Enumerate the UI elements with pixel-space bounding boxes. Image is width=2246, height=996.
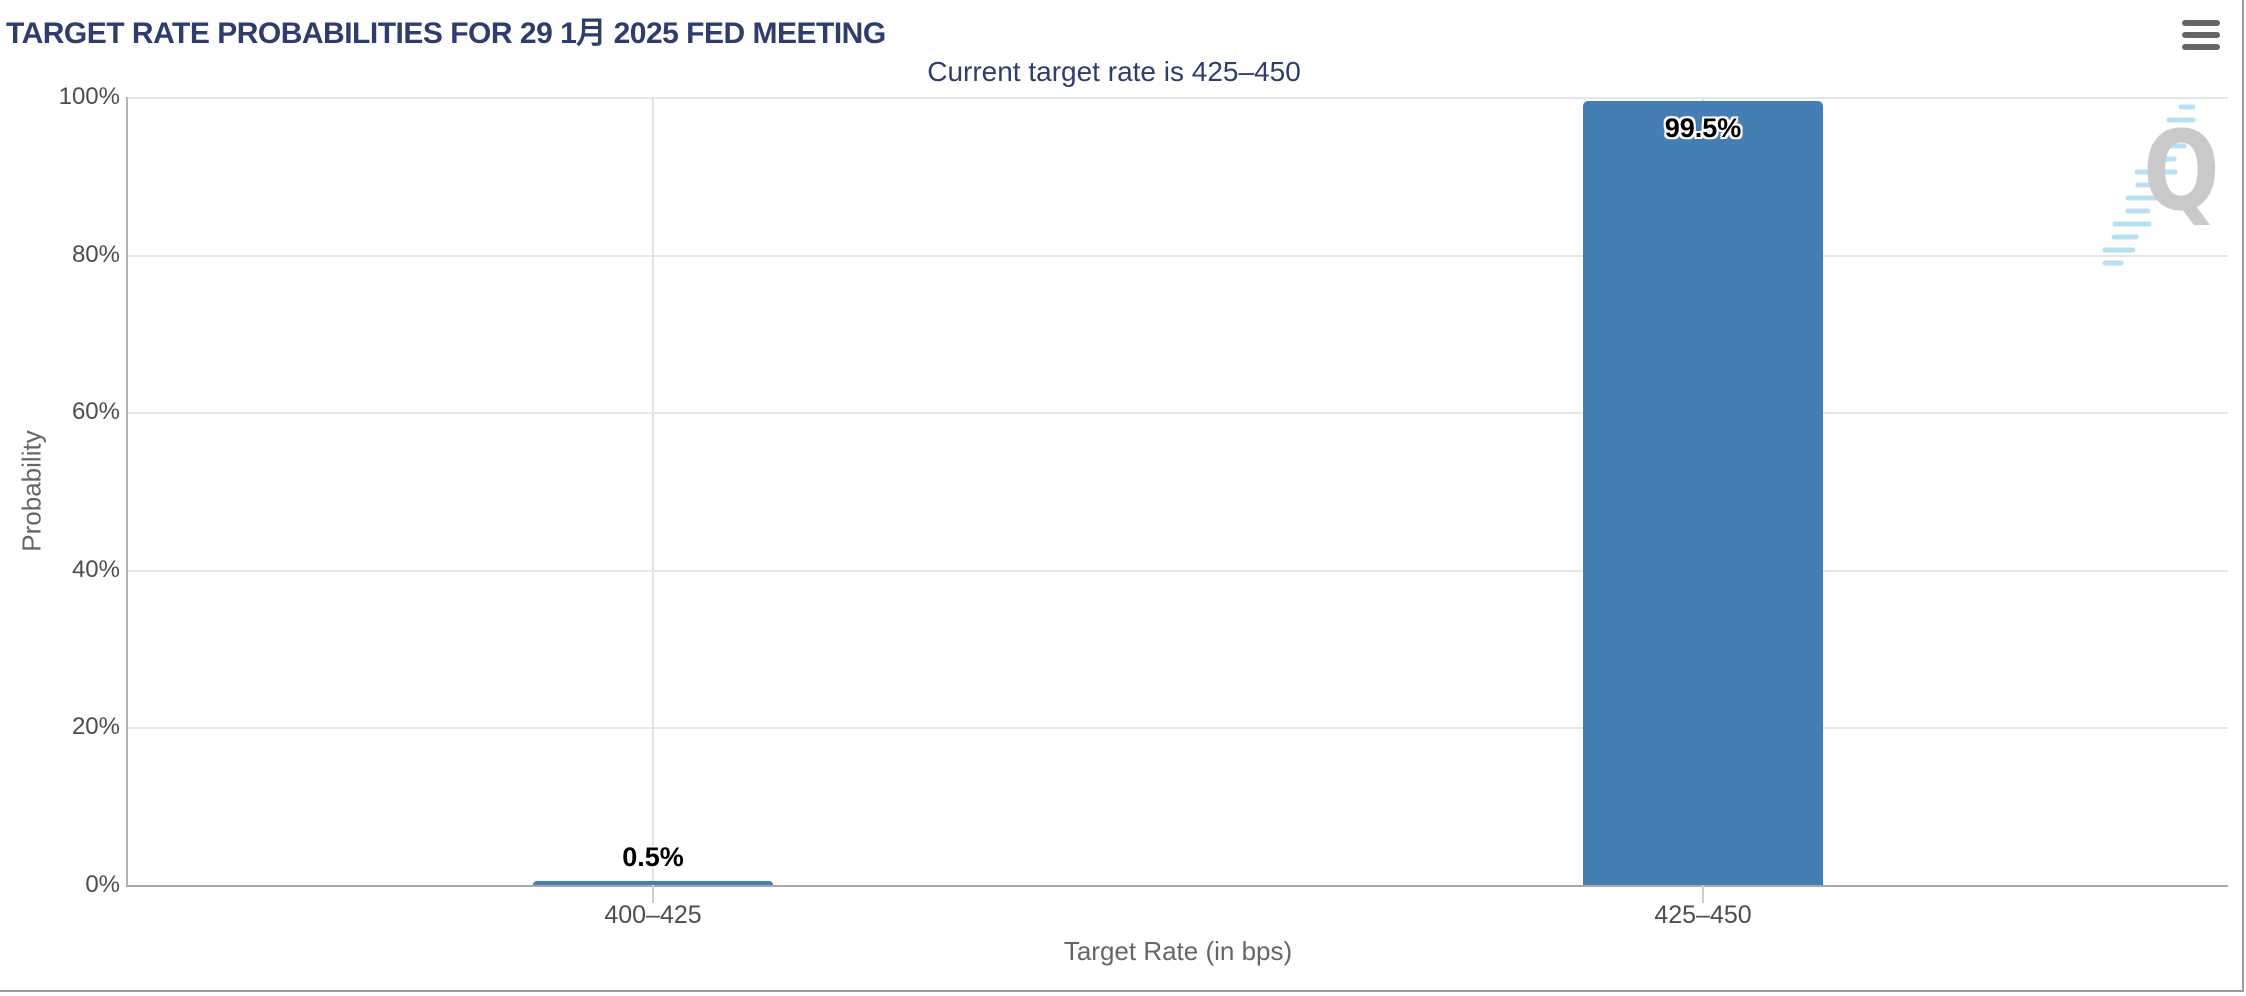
watermark-swoosh-icon [2102, 104, 2196, 266]
x-tick-mark [1702, 885, 1704, 903]
bar-value-label: 0.5% [622, 842, 684, 873]
y-tick-label: 20% [71, 713, 120, 740]
y-axis-line [126, 97, 128, 885]
watermark: Q [2095, 98, 2245, 268]
y-axis-title: Probability [16, 430, 47, 552]
y-tick-label: 60% [71, 398, 120, 425]
gridline [128, 412, 2228, 415]
watermark-q-letter: Q [2143, 107, 2220, 235]
hamburger-icon-bar [2182, 32, 2220, 38]
x-tick-label: 400–425 [604, 901, 702, 929]
bar-value-label: 99.5% [1664, 112, 1742, 143]
gridline [128, 569, 2228, 572]
bar-400-425[interactable] [533, 881, 773, 885]
gridline [652, 97, 654, 885]
hamburger-icon-bar [2182, 20, 2220, 26]
chart-context-menu-button[interactable] [2182, 20, 2220, 50]
x-axis-title: Target Rate (in bps) [1063, 936, 1293, 966]
bar-425-450[interactable] [1583, 100, 1823, 885]
x-axis-line [126, 885, 2228, 887]
x-tick-label: 425–450 [1654, 901, 1752, 929]
chart-title: TARGET RATE PROBABILITIES FOR 29 1月 2025… [6, 17, 886, 50]
gridline [128, 97, 2228, 99]
container-border-right [2242, 0, 2244, 992]
gridline [128, 727, 2228, 730]
chart-subtitle: Current target rate is 425–450 [927, 56, 1301, 87]
y-tick-label: 100% [58, 83, 120, 110]
y-tick-label: 80% [71, 241, 120, 268]
x-tick-mark [652, 885, 654, 903]
y-tick-label: 0% [85, 871, 120, 898]
gridline [128, 254, 2228, 257]
hamburger-icon-bar [2182, 44, 2220, 50]
container-border-bottom [0, 990, 2244, 992]
y-tick-label: 40% [71, 556, 120, 583]
plot-area: 0.5% 99.5% [126, 97, 2228, 887]
